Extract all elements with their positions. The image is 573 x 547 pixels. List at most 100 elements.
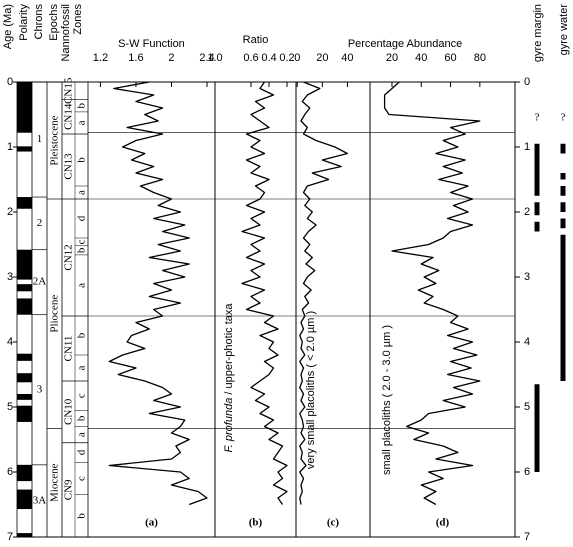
- zone-label: CN9: [63, 479, 75, 500]
- zone-label: CN11: [63, 336, 75, 362]
- age-tick-label: 1: [7, 141, 13, 153]
- subzone-label: b: [76, 157, 88, 163]
- epochs-header: Epochs: [48, 4, 60, 41]
- gyre-bar: [534, 143, 540, 196]
- epoch-label: Pleistocene: [49, 115, 61, 165]
- data-line: [108, 81, 208, 506]
- subzone-label: b: [76, 102, 88, 108]
- x-tick-label: 0.6: [243, 52, 258, 64]
- annotation: small placoliths ( 2.0 - 3.0 µm ): [381, 325, 393, 475]
- query-mark: ?: [561, 112, 566, 124]
- subzone-label: b: [76, 415, 88, 421]
- epoch-label: Pliocene: [49, 295, 61, 333]
- age-tick-label: 3: [524, 271, 530, 283]
- zones-header: Nannofossil: [60, 4, 72, 61]
- panel-label: (a): [145, 517, 158, 529]
- normal-polarity: [17, 464, 32, 482]
- data-line: [299, 81, 349, 505]
- data-line: [383, 81, 481, 506]
- chron-label: 3: [37, 383, 43, 395]
- chron-label: 2A: [33, 276, 47, 288]
- panel-label: (d): [436, 517, 450, 529]
- panel-label: (b): [249, 517, 263, 529]
- shared-title: Percentage Abundance: [348, 38, 462, 50]
- age-tick-label: 0: [524, 76, 530, 88]
- x-tick-label: 2.4: [199, 52, 214, 64]
- annotation: very small placoliths ( < 2.0 µm ): [305, 311, 317, 469]
- gyre-bar: [534, 221, 540, 232]
- age-tick-label: 4: [524, 336, 530, 348]
- x-tick-label: 80: [474, 52, 486, 64]
- normal-polarity: [17, 533, 32, 537]
- x-tick-label: 40: [341, 52, 353, 64]
- epoch-label: Miocene: [49, 463, 61, 502]
- gyre-water-header: gyre water: [558, 4, 570, 56]
- normal-polarity: [17, 489, 32, 510]
- data-line: [241, 81, 288, 505]
- normal-polarity: [17, 284, 32, 292]
- subzone-label: a: [76, 190, 88, 195]
- annotation: F. profunda / upper-photic taxa: [223, 303, 235, 453]
- subzone-label: b: [76, 513, 88, 519]
- age-tick-label: 7: [524, 531, 530, 543]
- age-tick-label: 5: [7, 401, 13, 413]
- age-tick-label: 4: [7, 336, 13, 348]
- subzone-label: c: [76, 393, 88, 398]
- x-tick-label: 60: [444, 52, 456, 64]
- panel-title: Ratio: [243, 34, 269, 46]
- subzone-label: a: [76, 432, 88, 437]
- normal-polarity: [17, 197, 32, 209]
- zone-label: CN12: [63, 244, 75, 270]
- zone-label: CN15: [63, 77, 75, 104]
- chrons-header: Chrons: [33, 4, 45, 40]
- gyre-bar: [560, 234, 566, 381]
- normal-polarity: [17, 249, 32, 280]
- annotation-italic: F. profunda: [223, 398, 235, 453]
- x-tick-label: 2: [168, 52, 174, 64]
- x-tick-label: 20: [316, 52, 328, 64]
- gyre-bar: [534, 202, 540, 216]
- age-tick-label: 0: [7, 76, 13, 88]
- subzone-label: c: [76, 239, 88, 244]
- normal-polarity: [17, 82, 32, 133]
- zone-label: CN13: [63, 153, 75, 180]
- gyre-bar: [560, 218, 566, 229]
- age-tick-label: 7: [7, 531, 13, 543]
- panel-label: (c): [327, 517, 340, 529]
- x-tick-label: 0.4: [261, 52, 276, 64]
- x-tick-label: 0: [294, 52, 300, 64]
- normal-polarity: [17, 298, 32, 315]
- age-tick-label: 5: [524, 401, 530, 413]
- age-tick-label: 2: [524, 206, 530, 218]
- normal-polarity: [17, 146, 32, 152]
- age-tick-label: 3: [7, 271, 13, 283]
- gyre-margin-header: gyre margin: [532, 4, 544, 62]
- chron-label: 1: [37, 133, 43, 145]
- x-tick-label: 1.2: [93, 52, 108, 64]
- gyre-bar: [560, 186, 566, 196]
- annotation-text: / upper-photic taxa: [223, 303, 235, 398]
- normal-polarity: [17, 373, 32, 383]
- gyre-bar: [560, 143, 566, 154]
- subzone-label: a: [76, 283, 88, 288]
- gyre-bar: [560, 173, 566, 180]
- polarity-header: Polarity: [18, 4, 30, 41]
- zones-header: Zones: [72, 4, 84, 35]
- subzone-label: a: [76, 120, 88, 125]
- subzone-label: b: [76, 247, 88, 253]
- annotation-text: small placoliths ( 2.0 - 3.0 µm ): [381, 325, 393, 475]
- chron-label: 2: [37, 217, 43, 229]
- subzone-label: c: [76, 476, 88, 481]
- normal-polarity: [17, 394, 32, 400]
- age-axis-label: Age (Ma): [2, 4, 14, 49]
- subzone-label: b: [76, 332, 88, 338]
- gyre-bar: [534, 384, 540, 472]
- chron-label: 3A: [33, 494, 47, 506]
- age-tick-label: 2: [7, 206, 13, 218]
- x-tick-label: 40: [415, 52, 427, 64]
- x-tick-label: 1.6: [128, 52, 143, 64]
- age-tick-label: 6: [524, 466, 530, 478]
- age-tick-label: 6: [7, 466, 13, 478]
